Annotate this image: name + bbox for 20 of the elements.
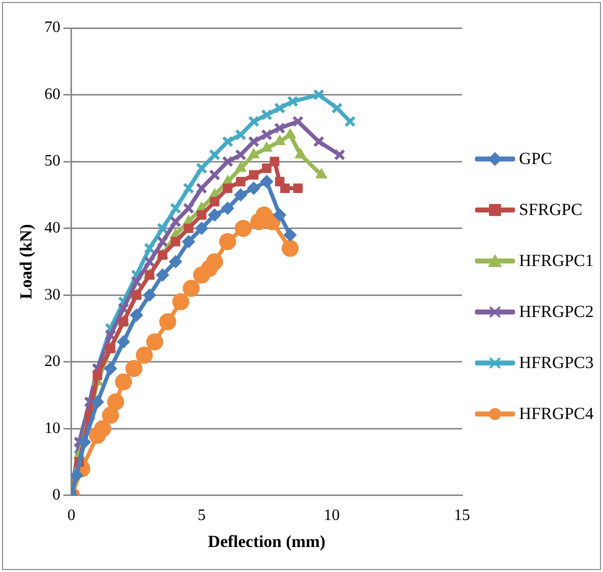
y-tick-label: 50 [44, 152, 60, 170]
y-tick-label: 30 [44, 286, 60, 304]
legend-label: GPC [519, 148, 552, 168]
y-tick-label: 60 [44, 86, 60, 103]
y-axis-title: Load (kN) [16, 224, 36, 300]
legend-label: SFRGPC [519, 200, 582, 220]
y-tick-label: 0 [52, 486, 60, 504]
legend-label: HFRGPC2 [519, 302, 594, 322]
y-tick-label: 10 [44, 420, 60, 437]
x-tick-label: 5 [198, 507, 206, 524]
x-tick-label: 15 [454, 507, 470, 524]
y-tick-label: 20 [44, 353, 60, 370]
legend-label: HFRGPC4 [519, 404, 594, 424]
x-tick-label: 0 [67, 507, 76, 524]
legend-label: HFRGPC1 [519, 250, 594, 270]
x-axis-title: Deflection (mm) [208, 532, 326, 552]
y-tick-label: 40 [44, 220, 60, 237]
x-tick-label: 10 [324, 507, 340, 524]
y-tick-label: 70 [44, 19, 60, 36]
legend-label: HFRGPC3 [519, 352, 594, 372]
